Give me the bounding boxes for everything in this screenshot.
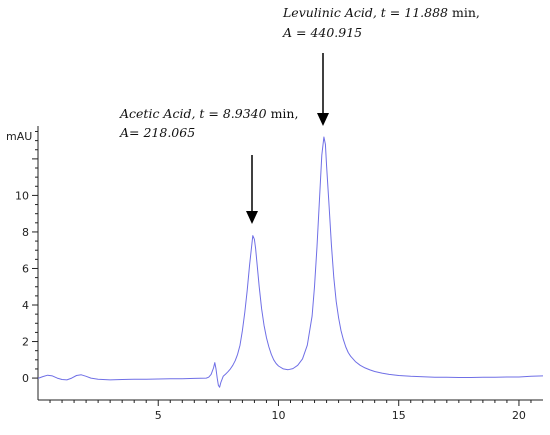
x-tick-label: 10 <box>271 409 285 422</box>
x-tick-label: 15 <box>392 409 406 422</box>
y-tick-label: 10 <box>15 189 29 202</box>
x-tick-label: 20 <box>512 409 526 422</box>
levulinic-acid-arrow <box>317 53 329 126</box>
y-axis-label: mAU <box>6 130 32 143</box>
y-tick-label: 6 <box>22 262 29 275</box>
levulinic-acid-annotation-line1: Levulinic Acid, t = 11.888 min, <box>282 5 480 20</box>
y-tick-label: 4 <box>22 299 29 312</box>
tick-marks <box>32 130 532 406</box>
levulinic-acid-annotation-line2: A = 440.915 <box>282 25 362 40</box>
y-tick-label: 2 <box>22 336 29 349</box>
x-tick-label: 5 <box>155 409 162 422</box>
levulinic-acid-annotation-text: Levulinic Acid, t = 11.888 <box>282 5 452 20</box>
acetic-acid-annotation-unit: min, <box>271 106 299 121</box>
levulinic-acid-annotation-unit: min, <box>452 5 480 20</box>
y-tick-label: 0 <box>22 372 29 385</box>
acetic-acid-annotation-text: Acetic Acid, t = 8.9340 <box>119 106 271 121</box>
tick-labels: 0 2 4 6 8 10 5 10 15 20 <box>15 189 526 422</box>
chromatogram-trace <box>37 136 544 388</box>
acetic-acid-annotation-line1: Acetic Acid, t = 8.9340 min, <box>119 106 298 121</box>
acetic-acid-arrow <box>246 155 258 224</box>
acetic-acid-annotation-line2: A= 218.065 <box>119 125 195 140</box>
axes <box>37 126 543 401</box>
y-tick-label: 8 <box>22 226 29 239</box>
